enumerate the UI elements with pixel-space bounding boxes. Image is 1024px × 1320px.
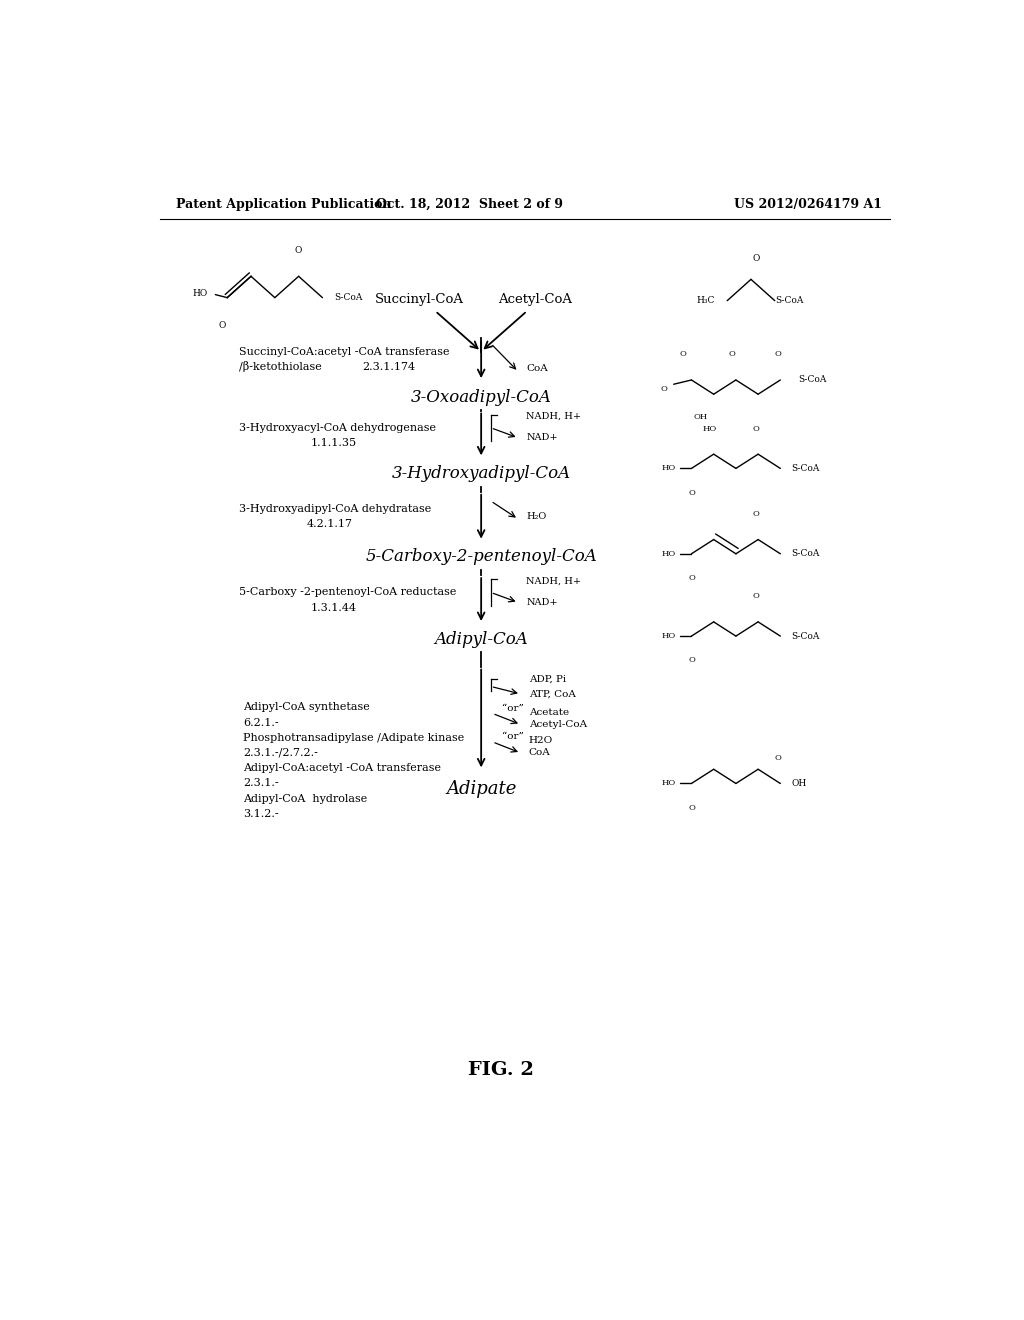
Text: ADP, Pi: ADP, Pi — [528, 675, 566, 684]
Text: 3-Hydroxyadipyl-CoA: 3-Hydroxyadipyl-CoA — [391, 465, 570, 482]
Text: 4.2.1.17: 4.2.1.17 — [306, 519, 352, 529]
Text: 2.3.1.174: 2.3.1.174 — [362, 362, 416, 372]
Text: O: O — [679, 350, 686, 358]
Text: O: O — [688, 488, 695, 496]
Text: HO: HO — [662, 549, 676, 558]
Text: Acetyl-CoA: Acetyl-CoA — [498, 293, 572, 306]
Text: Acetyl-CoA: Acetyl-CoA — [528, 719, 587, 729]
Text: O: O — [728, 350, 735, 358]
Text: /β-ketothiolase: /β-ketothiolase — [240, 362, 322, 372]
Text: Patent Application Publication: Patent Application Publication — [176, 198, 391, 211]
Text: O: O — [219, 321, 226, 330]
Text: H₂O: H₂O — [526, 512, 547, 520]
Text: S-CoA: S-CoA — [334, 293, 362, 302]
Text: 3-Hydroxyacyl-CoA dehydrogenase: 3-Hydroxyacyl-CoA dehydrogenase — [240, 422, 436, 433]
Text: 1.1.1.35: 1.1.1.35 — [310, 438, 356, 447]
Text: CoA: CoA — [526, 364, 548, 374]
Text: O: O — [775, 754, 781, 762]
Text: O: O — [752, 253, 760, 263]
Text: S-CoA: S-CoA — [775, 296, 803, 305]
Text: O: O — [688, 804, 695, 812]
Text: NAD+: NAD+ — [526, 433, 558, 442]
Text: S-CoA: S-CoA — [792, 549, 820, 558]
Text: HO: HO — [662, 465, 676, 473]
Text: O: O — [753, 510, 760, 517]
Text: 5-Carboxy-2-pentenoyl-CoA: 5-Carboxy-2-pentenoyl-CoA — [366, 548, 597, 565]
Text: O: O — [753, 425, 760, 433]
Text: Phosphotransadipylase /Adipate kinase: Phosphotransadipylase /Adipate kinase — [243, 733, 464, 743]
Text: 2.3.1.-/2.7.2.-: 2.3.1.-/2.7.2.- — [243, 748, 317, 758]
Text: Oct. 18, 2012  Sheet 2 of 9: Oct. 18, 2012 Sheet 2 of 9 — [376, 198, 563, 211]
Text: “or”: “or” — [502, 733, 523, 742]
Text: O: O — [688, 656, 695, 664]
Text: OH: OH — [693, 413, 708, 421]
Text: O: O — [753, 593, 760, 601]
Text: O: O — [295, 246, 302, 255]
Text: CoA: CoA — [528, 748, 551, 758]
Text: O: O — [660, 384, 667, 392]
Text: HO: HO — [702, 425, 717, 433]
Text: “or”: “or” — [502, 704, 523, 713]
Text: NADH, H+: NADH, H+ — [526, 412, 582, 421]
Text: Succinyl-CoA:acetyl -CoA transferase: Succinyl-CoA:acetyl -CoA transferase — [240, 347, 450, 356]
Text: HO: HO — [662, 780, 676, 788]
Text: NADH, H+: NADH, H+ — [526, 577, 582, 586]
Text: H₃C: H₃C — [697, 296, 715, 305]
Text: FIG. 2: FIG. 2 — [468, 1061, 534, 1080]
Text: S-CoA: S-CoA — [792, 631, 820, 640]
Text: 6.2.1.-: 6.2.1.- — [243, 718, 279, 727]
Text: HO: HO — [662, 632, 676, 640]
Text: 2.3.1.-: 2.3.1.- — [243, 779, 279, 788]
Text: NAD+: NAD+ — [526, 598, 558, 607]
Text: Adipyl-CoA synthetase: Adipyl-CoA synthetase — [243, 702, 370, 713]
Text: 5-Carboxy -2-pentenoyl-CoA reductase: 5-Carboxy -2-pentenoyl-CoA reductase — [240, 587, 457, 598]
Text: Succinyl-CoA: Succinyl-CoA — [375, 293, 464, 306]
Text: O: O — [775, 350, 781, 358]
Text: 3-Oxoadipyl-CoA: 3-Oxoadipyl-CoA — [411, 389, 552, 405]
Text: Adipyl-CoA: Adipyl-CoA — [434, 631, 528, 648]
Text: 3.1.2.-: 3.1.2.- — [243, 809, 279, 818]
Text: Acetate: Acetate — [528, 708, 569, 717]
Text: H2O: H2O — [528, 737, 553, 746]
Text: 3-Hydroxyadipyl-CoA dehydratase: 3-Hydroxyadipyl-CoA dehydratase — [240, 504, 431, 513]
Text: ATP, CoA: ATP, CoA — [528, 689, 575, 698]
Text: O: O — [688, 574, 695, 582]
Text: S-CoA: S-CoA — [792, 463, 820, 473]
Text: Adipate: Adipate — [446, 780, 516, 797]
Text: Adipyl-CoA  hydrolase: Adipyl-CoA hydrolase — [243, 793, 368, 804]
Text: HO: HO — [193, 289, 208, 297]
Text: Adipyl-CoA:acetyl -CoA transferase: Adipyl-CoA:acetyl -CoA transferase — [243, 763, 441, 774]
Text: 1.3.1.44: 1.3.1.44 — [310, 603, 356, 612]
Text: US 2012/0264179 A1: US 2012/0264179 A1 — [734, 198, 882, 211]
Text: OH: OH — [792, 779, 807, 788]
Text: S-CoA: S-CoA — [798, 375, 826, 384]
